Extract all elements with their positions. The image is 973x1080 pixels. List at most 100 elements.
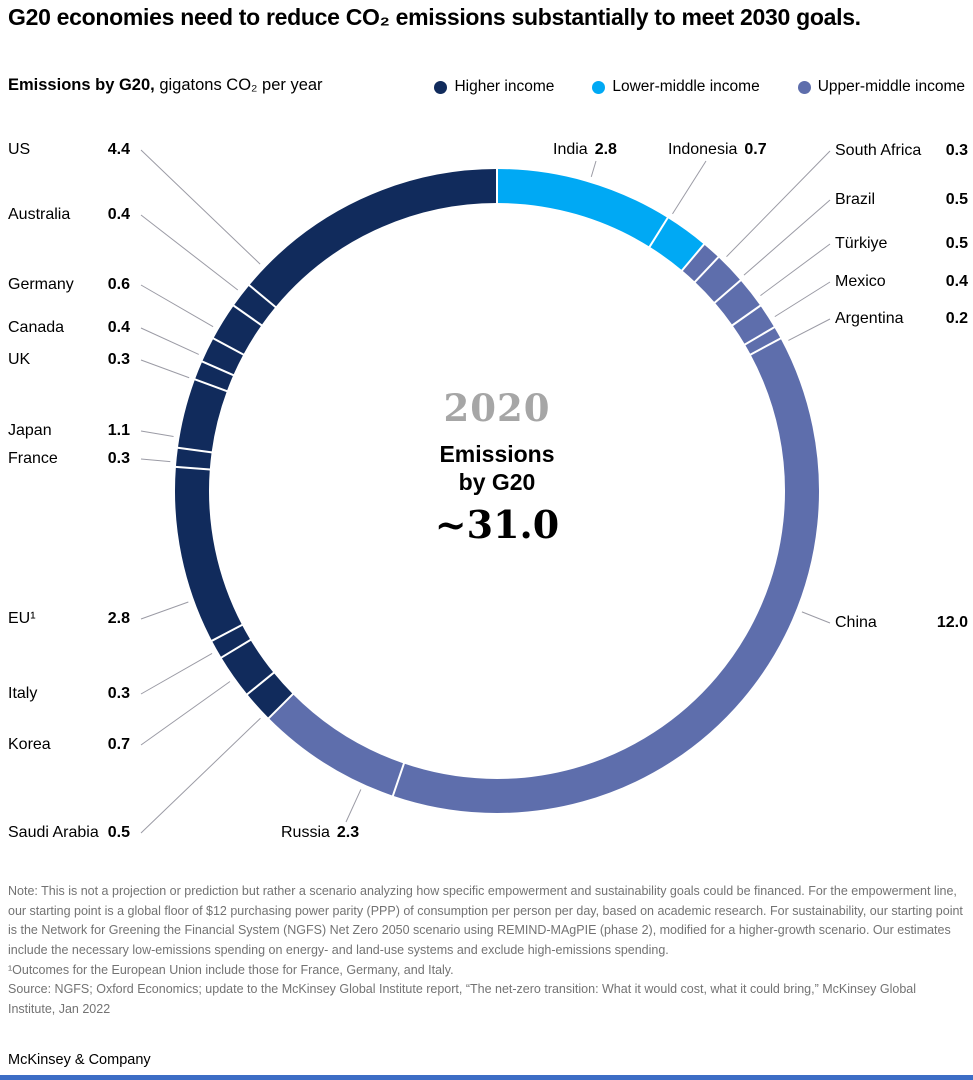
country-value: 4.4 bbox=[107, 141, 130, 158]
country-label-canada: Canada 0.4 bbox=[8, 318, 130, 338]
leader-line-t-rkiye bbox=[760, 243, 831, 296]
country-name: South Africa bbox=[835, 142, 922, 159]
country-name: Italy bbox=[8, 685, 38, 702]
donut-segment-argentina bbox=[744, 327, 781, 355]
center-caption-line2: by G20 bbox=[458, 469, 536, 496]
donut-segment-uk bbox=[194, 361, 234, 392]
footnotes-block: Note: This is not a projection or predic… bbox=[8, 882, 966, 1019]
country-name: Mexico bbox=[835, 273, 886, 290]
country-name: Türkiye bbox=[835, 235, 888, 252]
legend-dot-higher-income-icon bbox=[434, 80, 448, 94]
country-label-italy: Italy 0.3 bbox=[8, 684, 130, 704]
country-value: 0.3 bbox=[107, 450, 130, 467]
leader-line-china bbox=[801, 611, 831, 624]
footer-brand: McKinsey & Company bbox=[8, 1052, 151, 1068]
segment-divider bbox=[391, 761, 406, 798]
legend-dot-upper-middle-income-icon bbox=[797, 80, 811, 94]
country-name: US bbox=[8, 141, 31, 158]
segment-divider bbox=[199, 359, 236, 377]
leader-line-india bbox=[590, 160, 597, 177]
donut-segment-south-africa bbox=[682, 244, 719, 282]
country-value: 12.0 bbox=[936, 614, 968, 631]
country-value: 0.3 bbox=[945, 142, 968, 159]
legend-dot-lower-middle-income-icon bbox=[592, 80, 606, 94]
leader-line-uk bbox=[140, 359, 190, 379]
country-label-eu: EU¹ 2.8 bbox=[8, 609, 130, 629]
segment-divider bbox=[209, 623, 245, 643]
donut-segment-australia bbox=[233, 285, 276, 326]
leader-line-australia bbox=[140, 214, 239, 291]
donut-segment-t-rkiye bbox=[714, 280, 761, 326]
country-label-germany: Germany 0.6 bbox=[8, 275, 130, 295]
segment-divider bbox=[175, 446, 214, 454]
note-text: Note: This is not a projection or predic… bbox=[8, 884, 963, 957]
country-label-argentina: Argentina 0.2 bbox=[835, 309, 968, 329]
legend-item-lower-middle-income: Lower-middle income bbox=[592, 78, 760, 96]
segment-divider bbox=[192, 377, 230, 393]
center-year: 2020 bbox=[443, 386, 551, 430]
segment-divider bbox=[247, 283, 278, 310]
country-label-japan: Japan 1.1 bbox=[8, 421, 130, 441]
center-total: ~31.0 bbox=[434, 502, 560, 548]
country-name: Saudi Arabia bbox=[8, 824, 99, 841]
country-name: UK bbox=[8, 351, 31, 368]
country-name: Brazil bbox=[835, 191, 876, 208]
donut-segment-japan bbox=[177, 379, 227, 453]
donut-segment-us bbox=[249, 169, 498, 308]
leader-line-russia bbox=[345, 789, 362, 823]
country-value: 0.5 bbox=[107, 824, 130, 841]
donut-segment-china bbox=[392, 338, 819, 813]
country-label-australia: Australia 0.4 bbox=[8, 205, 130, 225]
country-name: Korea bbox=[8, 736, 51, 753]
donut-segment-saudi-arabia bbox=[247, 672, 293, 719]
donut-segment-mexico bbox=[732, 305, 775, 345]
leader-line-indonesia bbox=[672, 160, 707, 215]
leader-line-saudi-arabia bbox=[140, 717, 261, 834]
segment-divider bbox=[219, 638, 253, 660]
segment-divider bbox=[680, 242, 707, 273]
country-label-france: France 0.3 bbox=[8, 449, 130, 469]
country-name: France bbox=[8, 450, 58, 467]
country-label-brazil: Brazil 0.5 bbox=[835, 190, 968, 210]
footnote-text: ¹Outcomes for the European Union include… bbox=[8, 962, 454, 977]
segment-divider bbox=[748, 336, 783, 357]
donut-segment-canada bbox=[202, 338, 244, 376]
bottom-accent-bar bbox=[0, 1075, 973, 1080]
legend-label-upper-middle-income: Upper-middle income bbox=[817, 78, 965, 95]
legend-label-lower-middle-income: Lower-middle income bbox=[612, 78, 760, 95]
country-value: 2.3 bbox=[336, 824, 360, 841]
leader-line-germany bbox=[140, 284, 214, 328]
leader-line-italy bbox=[140, 653, 213, 695]
legend: Higher income Lower-middle income Upper-… bbox=[434, 78, 965, 96]
country-label-south-africa: South Africa 0.3 bbox=[835, 141, 968, 161]
leader-line-us bbox=[140, 149, 261, 265]
chart-subtitle-units: gigatons CO₂ per year bbox=[154, 76, 323, 94]
leader-line-korea bbox=[140, 681, 231, 746]
country-label-indonesia: Indonesia 0.7 bbox=[668, 140, 767, 160]
leader-line-mexico bbox=[774, 281, 831, 318]
country-label-china: China 12.0 bbox=[835, 613, 968, 633]
center-caption-line1: Emissions bbox=[439, 441, 555, 467]
leader-line-eu bbox=[140, 601, 189, 620]
legend-label-higher-income: Higher income bbox=[454, 78, 555, 95]
legend-item-upper-middle-income: Upper-middle income bbox=[797, 78, 965, 96]
country-value: 1.1 bbox=[107, 422, 130, 439]
leader-line-south-africa bbox=[726, 150, 831, 258]
segment-divider bbox=[211, 336, 246, 357]
donut-segment-germany bbox=[213, 305, 262, 355]
country-name: China bbox=[835, 614, 877, 631]
country-name: Indonesia bbox=[668, 141, 738, 158]
segment-divider bbox=[730, 303, 763, 328]
donut-segment-brazil bbox=[694, 257, 741, 303]
country-label-russia: Russia 2.3 bbox=[281, 823, 359, 843]
country-value: 0.6 bbox=[107, 276, 130, 293]
country-label-korea: Korea 0.7 bbox=[8, 735, 130, 755]
chart-subtitle-bold: Emissions by G20, bbox=[8, 76, 155, 94]
leader-line-argentina bbox=[788, 318, 831, 341]
segment-divider bbox=[712, 278, 743, 305]
country-label-india: India 2.8 bbox=[553, 140, 617, 160]
donut-segment-india bbox=[496, 169, 668, 247]
segment-divider bbox=[692, 255, 721, 284]
